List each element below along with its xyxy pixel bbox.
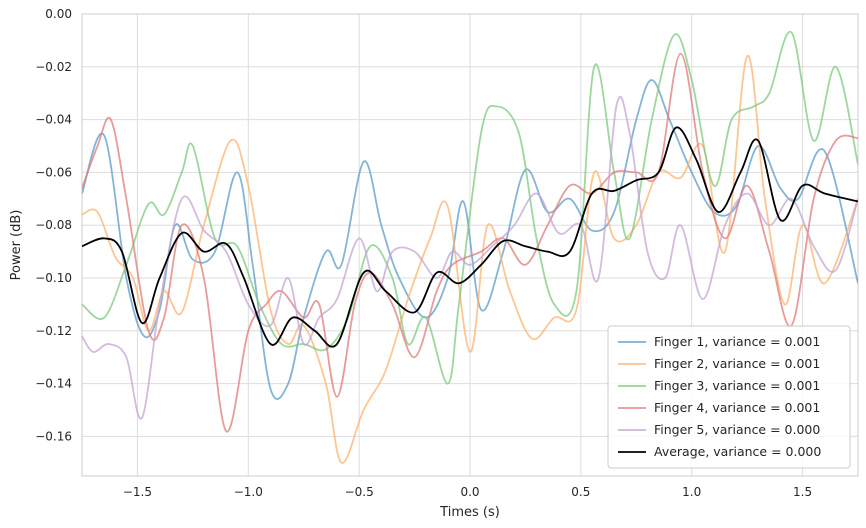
x-tick-label: 1.5 — [793, 485, 812, 499]
y-tick-label: −0.04 — [35, 113, 72, 127]
x-axis-label: Times (s) — [439, 505, 500, 520]
grid-lines — [81, 13, 859, 477]
series-lines — [82, 31, 858, 464]
axis-ticks: −1.5 −1.0 −0.5 0.0 0.5 1.0 1.5 0.00 −0.02 −0.04 −0… — [35, 7, 812, 499]
series-line-6 — [82, 126, 858, 348]
y-tick-label: −0.16 — [35, 429, 72, 443]
series-line-2 — [82, 55, 858, 464]
legend-label: Average, variance = 0.000 — [654, 444, 821, 459]
x-tick-label: 1.0 — [682, 485, 701, 499]
series-line-1 — [82, 79, 858, 400]
y-tick-label: −0.06 — [35, 165, 72, 179]
legend-box — [607, 325, 851, 469]
x-tick-label: −1.5 — [123, 485, 152, 499]
x-tick-label: 0.5 — [571, 485, 590, 499]
legend-label: Finger 3, variance = 0.001 — [654, 378, 820, 393]
plot-frame — [81, 13, 859, 477]
y-tick-label: −0.10 — [35, 271, 72, 285]
legend: Finger 1, variance = 0.001 Finger 2, vari… — [607, 325, 851, 469]
y-tick-label: −0.12 — [35, 324, 72, 338]
y-tick-label: −0.14 — [35, 377, 72, 391]
y-tick-label: −0.02 — [35, 60, 72, 74]
x-tick-label: 0.0 — [460, 485, 479, 499]
x-tick-label: −0.5 — [345, 485, 374, 499]
y-tick-label: −0.08 — [35, 218, 72, 232]
legend-label: Finger 2, variance = 0.001 — [654, 356, 820, 371]
legend-label: Finger 5, variance = 0.000 — [654, 422, 820, 437]
x-tick-label: −1.0 — [234, 485, 263, 499]
series-line-5 — [82, 96, 858, 420]
legend-label: Finger 1, variance = 0.001 — [654, 334, 820, 349]
legend-label: Finger 4, variance = 0.001 — [654, 400, 820, 415]
y-axis-label: Power (dB) — [9, 210, 24, 281]
y-tick-label: 0.00 — [45, 7, 72, 21]
